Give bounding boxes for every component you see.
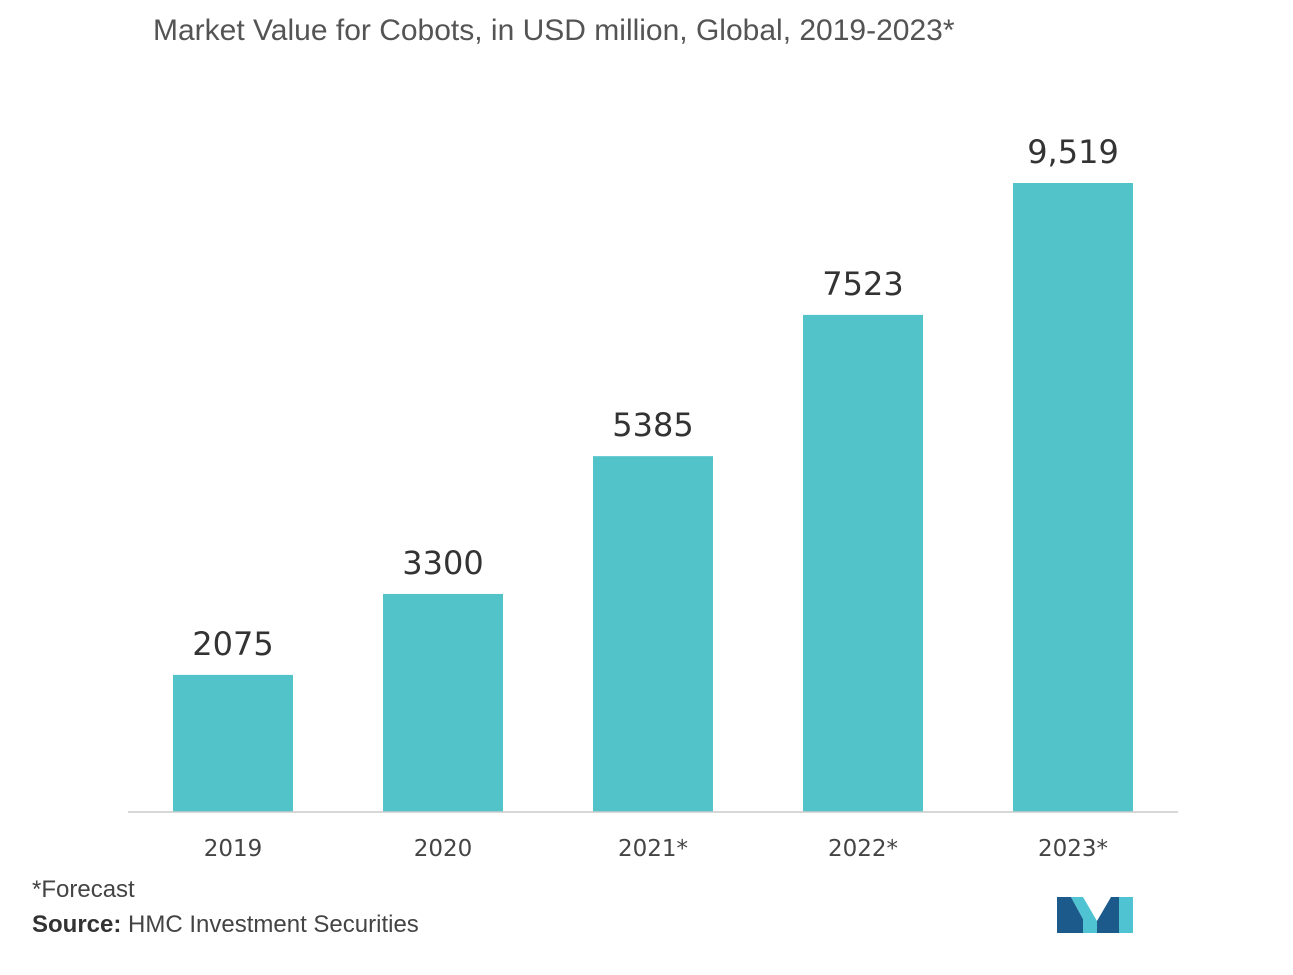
x-tick-label: 2020 <box>414 836 473 862</box>
chart-title: Market Value for Cobots, in USD million,… <box>153 14 955 47</box>
bar-2019 <box>173 674 293 812</box>
x-tick-labels-group: 2019 2020 2021* 2022* 2023* <box>204 836 1108 862</box>
x-tick-label: 2022* <box>828 836 898 862</box>
x-tick-label: 2019 <box>204 836 263 862</box>
value-label: 3300 <box>402 544 483 582</box>
bar-2023-forecast <box>1013 183 1133 812</box>
bar-2022-forecast <box>803 314 923 812</box>
bar-2020 <box>383 593 503 812</box>
value-label: 9,519 <box>1027 133 1119 171</box>
company-logo-icon <box>1057 897 1133 933</box>
x-tick-label: 2021* <box>618 836 688 862</box>
value-labels-group: 2075 3300 5385 7523 9,519 <box>192 133 1119 663</box>
value-label: 5385 <box>612 406 693 444</box>
bar-2021-forecast <box>593 456 713 812</box>
value-label: 7523 <box>822 265 903 303</box>
x-tick-label: 2023* <box>1038 836 1108 862</box>
bar-chart: 2075 3300 5385 7523 9,519 2019 2020 2021* 2022*… <box>128 133 1178 862</box>
bars-group <box>173 183 1133 812</box>
source-label: Source: <box>32 911 122 938</box>
value-label: 2075 <box>192 625 273 663</box>
forecast-footnote: *Forecast <box>32 876 135 903</box>
source-text: HMC Investment Securities <box>128 911 419 938</box>
source-note: Source: HMC Investment Securities <box>32 911 419 939</box>
